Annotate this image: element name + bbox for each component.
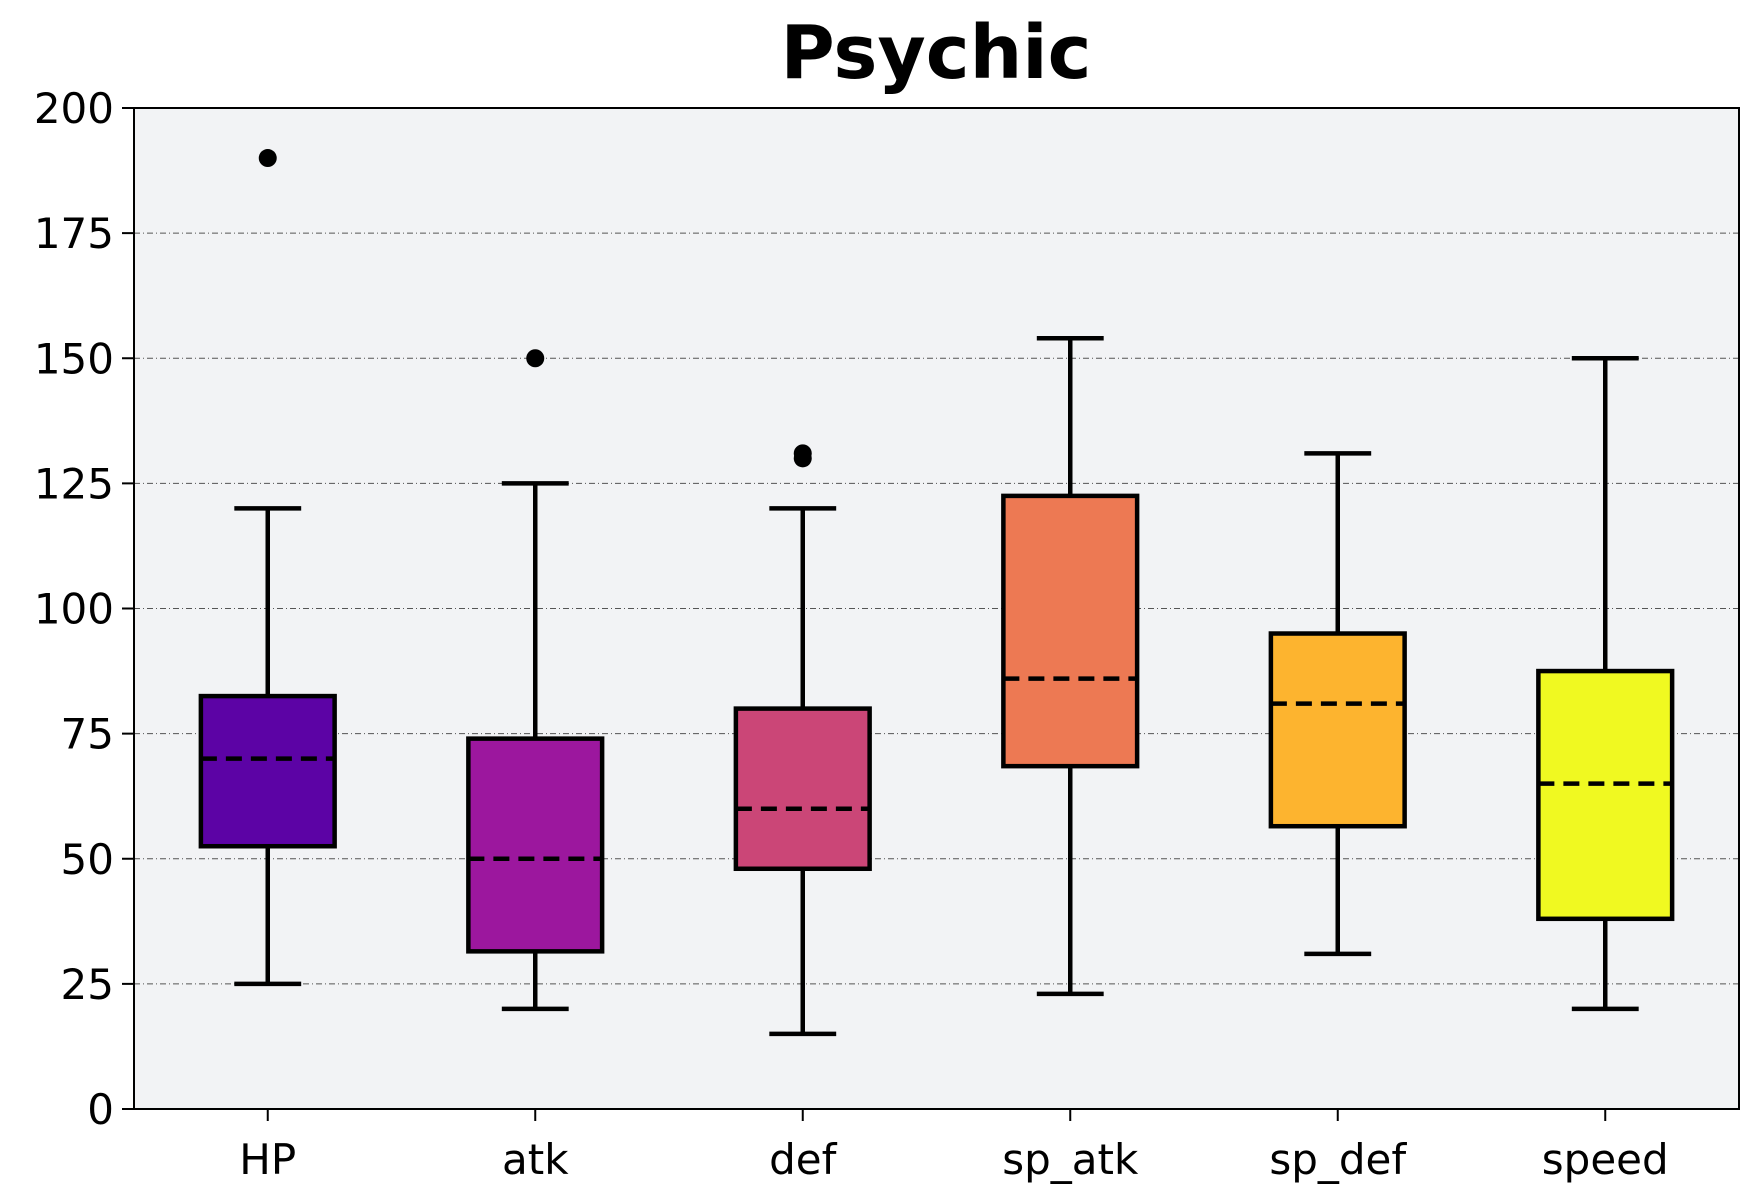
outlier-point <box>793 444 812 463</box>
box-body <box>733 706 872 872</box>
y-tick-label: 75 <box>61 710 114 759</box>
y-tick-label: 175 <box>34 209 114 258</box>
box-body <box>1001 493 1140 769</box>
x-tick-label: def <box>769 1135 838 1184</box>
box-body <box>1536 668 1675 922</box>
x-tick-label: sp_def <box>1269 1135 1407 1184</box>
box-speed <box>1536 356 1675 1012</box>
y-tick-label: 100 <box>34 585 114 634</box>
y-tick-label: 50 <box>61 835 114 884</box>
x-tick-label: HP <box>239 1135 296 1184</box>
box-atk <box>466 349 605 1012</box>
chart-title: Psychic <box>781 10 1092 96</box>
box-sp_atk <box>1001 335 1140 997</box>
box-body <box>466 736 605 954</box>
outlier-point <box>258 149 277 168</box>
axis-layer: 0 25 50 75 100 125 150 175 200 HP atk def sp_atk sp_d… <box>34 84 1669 1184</box>
outlier-point <box>526 349 545 368</box>
box-layer <box>198 149 1675 1037</box>
box-body <box>198 693 337 849</box>
box-def <box>733 444 872 1037</box>
y-tick-label: 125 <box>34 459 114 508</box>
box-HP <box>198 149 337 987</box>
x-tick-label: sp_atk <box>1002 1135 1139 1184</box>
x-tick-label: atk <box>502 1135 569 1184</box>
x-tick-label: speed <box>1542 1135 1669 1184</box>
box-body <box>1268 631 1407 829</box>
box-sp_def <box>1268 451 1407 957</box>
y-tick-label: 150 <box>34 334 114 383</box>
y-tick-label: 0 <box>87 1085 114 1134</box>
y-tick-label: 200 <box>34 84 114 133</box>
y-tick-label: 25 <box>61 960 114 1009</box>
grid-lines <box>134 232 1739 985</box>
